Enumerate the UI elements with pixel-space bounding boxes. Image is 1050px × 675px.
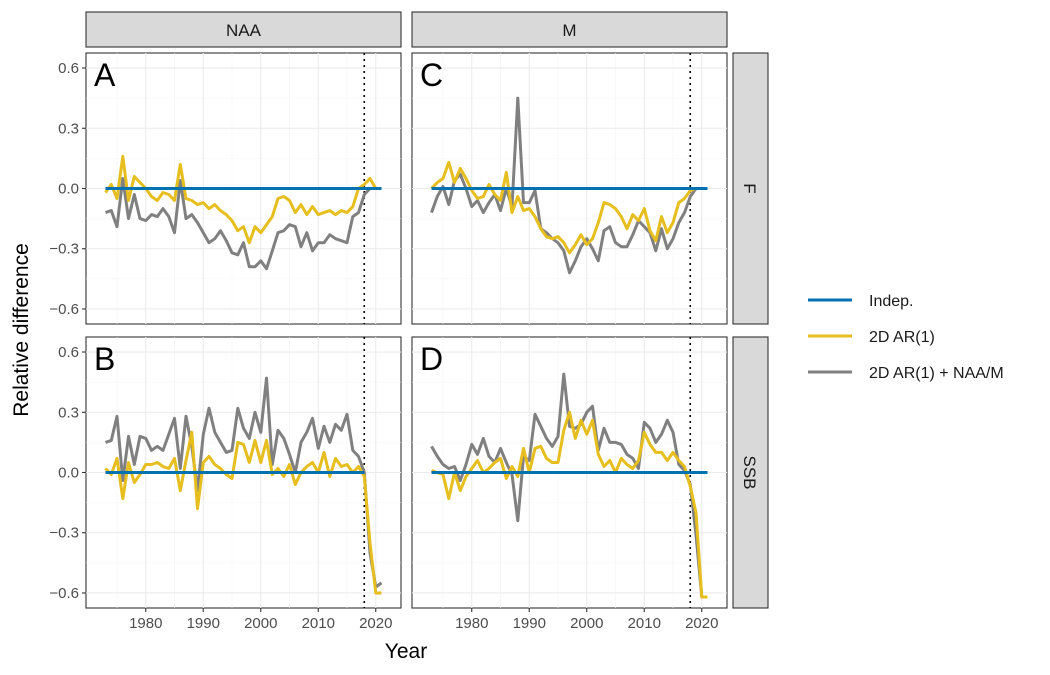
legend-label-2d-ar1-naa-m: 2D AR(1) + NAA/M: [869, 365, 1004, 382]
row-strip-f-label: F: [740, 183, 759, 193]
x-tick-label: 1990: [187, 615, 220, 632]
y-axis-title: Relative difference: [10, 243, 33, 417]
y-tick-label: −0.6: [49, 301, 79, 318]
x-tick-label: 2020: [359, 615, 392, 632]
y-axis-top: −0.6 −0.3 0.0 0.3 0.6: [49, 60, 86, 318]
x-tick-label: 2000: [244, 615, 277, 632]
legend-label-2d-ar1: 2D AR(1): [869, 329, 935, 346]
legend-label-indep: Indep.: [869, 293, 913, 310]
x-tick-label: 2020: [685, 615, 718, 632]
y-tick-label: 0.6: [58, 60, 79, 77]
series-line-2d-ar-1-naa-m: [105, 177, 382, 271]
x-axis-left: 1980 1990 2000 2010 2020: [129, 608, 392, 632]
series-line-2d-ar-1-naa-m: [430, 372, 708, 599]
x-tick-label: 2010: [628, 615, 661, 632]
x-tick-label: 1980: [455, 615, 488, 632]
row-strip-ssb: SSB: [732, 336, 769, 609]
column-strip-m: M: [411, 11, 728, 48]
panel-c: C: [411, 52, 728, 325]
panel-a: A: [85, 52, 402, 325]
y-tick-label: −0.3: [49, 525, 79, 542]
x-tick-label: 1990: [513, 615, 546, 632]
series-line-2d-ar-1: [104, 430, 382, 595]
series-line-2d-ar-1-naa-m: [105, 376, 383, 589]
x-axis-title: Year: [385, 640, 427, 663]
series-group: [430, 337, 708, 608]
row-strip-ssb-label: SSB: [740, 455, 759, 489]
y-tick-label: 0.6: [58, 344, 79, 361]
panel-label: C: [420, 57, 443, 93]
series-line-2d-ar-1: [104, 154, 382, 245]
x-tick-label: 2000: [570, 615, 603, 632]
series-line-2d-ar-1: [431, 410, 708, 599]
y-tick-label: −0.6: [49, 585, 79, 602]
y-axis-bottom: −0.6 −0.3 0.0 0.3 0.6: [49, 344, 86, 602]
y-tick-label: 0.0: [58, 465, 79, 482]
series-group: [104, 53, 382, 324]
y-tick-label: 0.0: [58, 181, 79, 198]
column-strip-naa-label: NAA: [226, 21, 262, 40]
panel-label: A: [94, 57, 116, 93]
y-tick-label: 0.3: [58, 120, 79, 137]
legend: Indep. 2D AR(1) 2D AR(1) + NAA/M: [808, 293, 1004, 382]
series-line-2d-ar-1-naa-m: [430, 96, 708, 275]
panel-b: B: [85, 336, 402, 609]
series-group: [430, 53, 708, 324]
panel-d: D: [411, 336, 728, 609]
column-strip-naa: NAA: [85, 11, 402, 48]
x-tick-label: 2010: [302, 615, 335, 632]
y-tick-label: 0.3: [58, 404, 79, 421]
x-tick-label: 1980: [129, 615, 162, 632]
panel-label: B: [94, 341, 115, 377]
panel-label: D: [420, 341, 443, 377]
row-strip-f: F: [732, 52, 769, 325]
x-axis-right: 1980 1990 2000 2010 2020: [455, 608, 718, 632]
y-tick-label: −0.3: [49, 241, 79, 258]
series-line-2d-ar-1: [430, 160, 708, 255]
series-group: [104, 337, 383, 608]
column-strip-m-label: M: [562, 21, 576, 40]
